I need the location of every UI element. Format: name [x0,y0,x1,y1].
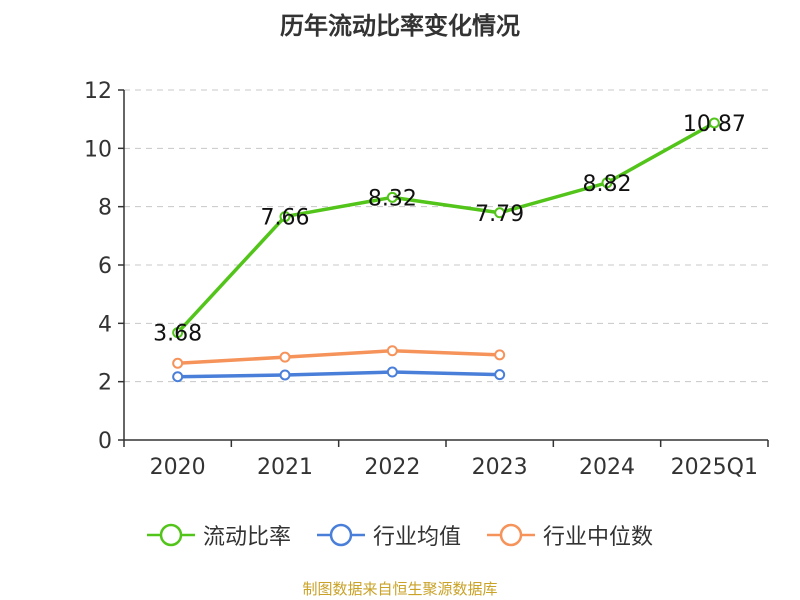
series-line [175,121,717,335]
legend: 流动比率 行业均值 行业中位数 [0,519,800,551]
data-point[interactable] [386,345,398,357]
data-point[interactable] [708,117,720,129]
y-tick-label: 12 [84,79,112,104]
x-tick-label: 2024 [579,455,635,480]
x-tick-label: 2020 [150,455,206,480]
data-label: 8.82 [583,172,632,197]
data-point[interactable] [279,369,291,381]
data-point[interactable] [172,327,184,339]
x-tick-label: 2021 [257,455,313,480]
data-label: 10.87 [683,112,746,137]
data-point[interactable] [494,369,506,381]
data-label: 3.68 [153,322,202,347]
data-labels: 3.68 7.66 8.32 7.79 8.82 10.87 [153,112,746,347]
series-line [175,349,502,366]
y-tick-label: 6 [98,254,112,279]
data-point[interactable] [386,366,398,378]
circle-line-icon [316,523,365,547]
y-tick-label: 10 [84,137,112,162]
legend-item-series-2[interactable]: 行业均值 [316,519,461,551]
data-point[interactable] [494,349,506,361]
y-tick-label: 4 [98,312,112,337]
circle-line-icon [146,523,195,547]
data-point[interactable] [172,371,184,383]
y-tick-label: 8 [98,196,112,221]
data-label: 7.79 [475,202,524,227]
data-point[interactable] [279,351,291,363]
data-point[interactable] [172,357,184,369]
legend-label: 行业均值 [372,525,461,550]
grid-lines [124,89,768,383]
x-tick-label: 2025Q1 [671,455,758,480]
data-point[interactable] [279,211,291,223]
x-tick-label: 2023 [472,455,528,480]
legend-item-series-1[interactable]: 流动比率 [146,519,291,551]
circle-line-icon [487,523,535,547]
series-lines [172,117,720,383]
legend-label: 流动比率 [202,525,291,550]
y-tick-label: 0 [98,429,112,454]
axes: 0 2 4 6 8 10 12 2020 2021 2022 2023 2024 2025Q1 [84,79,769,480]
data-label: 8.32 [368,186,417,211]
legend-item-series-3[interactable]: 行业中位数 [487,519,653,551]
data-point[interactable] [601,177,613,189]
data-label: 7.66 [261,206,310,231]
data-point[interactable] [494,207,506,219]
series-line [175,370,502,379]
source-note: 制图数据来自恒生聚源数据库 [302,580,498,598]
x-tick-label: 2022 [364,455,420,480]
y-tick-label: 2 [98,371,112,396]
data-point[interactable] [386,191,398,203]
chart-title: 历年流动比率变化情况 [280,12,520,40]
legend-label: 行业中位数 [543,525,654,550]
